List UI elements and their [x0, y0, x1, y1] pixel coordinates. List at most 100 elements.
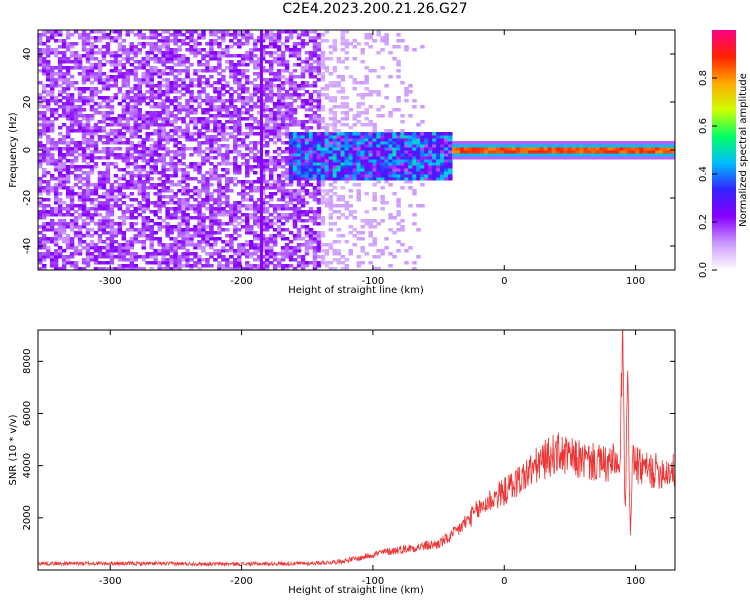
- spectrogram-cell: [264, 222, 270, 226]
- spectrogram-cell: [308, 234, 314, 238]
- spectrogram-cell: [324, 165, 330, 169]
- spectrogram-cell: [209, 204, 214, 208]
- spectrogram-cell: [205, 207, 210, 211]
- spectrogram-cell: [233, 135, 238, 139]
- spectrogram-cell: [551, 150, 557, 154]
- spectrogram-cell: [360, 111, 365, 115]
- spectrogram-cell: [65, 246, 71, 250]
- spectrogram-cell: [73, 99, 79, 103]
- spectrogram-cell: [276, 162, 282, 166]
- spectrogram-cell: [105, 147, 111, 151]
- spectrogram-cell: [53, 261, 59, 265]
- spectrogram-cell: [81, 33, 87, 37]
- spectrogram-cell: [312, 69, 318, 73]
- spectrogram-cell: [161, 45, 166, 49]
- spectrogram-cell: [372, 171, 377, 175]
- spectrogram-cell: [217, 30, 222, 34]
- spectrogram-cell: [296, 219, 302, 223]
- spectrogram-cell: [245, 147, 250, 151]
- spectrogram-cell: [77, 174, 83, 178]
- spectrogram-cell: [177, 231, 182, 235]
- spectrogram-cell: [245, 87, 250, 91]
- spectrogram-cell: [360, 171, 365, 175]
- spectrogram-cell: [388, 177, 393, 181]
- spectrogram-cell: [260, 114, 266, 118]
- spectrogram-cell: [221, 93, 226, 97]
- spectrogram-cell: [165, 267, 170, 270]
- spectrogram-cell: [153, 57, 158, 61]
- spectrogram-cell: [249, 207, 254, 211]
- spectrogram-cell: [113, 132, 119, 136]
- spectrogram-cell: [221, 48, 226, 52]
- spectrogram-cell: [328, 147, 334, 151]
- spectrogram-cell: [424, 138, 429, 142]
- spectrogram-cell: [85, 189, 91, 193]
- spectrogram-cell: [416, 156, 421, 160]
- spectrogram-cell: [85, 261, 91, 265]
- spectrogram-cell: [233, 201, 238, 205]
- spectrogram-cell: [655, 156, 660, 160]
- spectrogram-cell: [169, 156, 174, 160]
- spectrogram-cell: [53, 201, 59, 205]
- spectrogram-cell: [153, 48, 158, 52]
- spectrogram-cell: [292, 99, 298, 103]
- spectrogram-cell: [412, 267, 417, 270]
- spectrogram-cell: [89, 75, 95, 79]
- spectrogram-cell: [133, 222, 139, 226]
- spectrogram-cell: [404, 147, 409, 151]
- spectrogram-cell: [432, 141, 437, 145]
- spectrogram-cell: [404, 249, 409, 253]
- spectrogram-cell: [308, 39, 314, 43]
- spectrogram-cell: [105, 246, 111, 250]
- spectrogram-cell: [121, 264, 127, 268]
- spectrogram-cell: [384, 156, 389, 160]
- spectrogram-cell: [252, 105, 258, 109]
- spectrogram-cell: [328, 72, 334, 76]
- spectrogram-cell: [65, 66, 71, 70]
- spectrogram-cell: [252, 249, 258, 253]
- spectrogram-cell: [193, 150, 198, 154]
- spectrogram-cell: [117, 87, 123, 91]
- spectrogram-cell: [53, 186, 59, 190]
- spectrogram-cell: [233, 114, 238, 118]
- spectrogram-cell: [304, 165, 310, 169]
- spectrogram-cell: [272, 159, 278, 163]
- spectrogram-cell: [527, 141, 533, 145]
- spectrogram-cell: [38, 57, 43, 61]
- spectrogram-cell: [38, 231, 43, 235]
- spectrogram-cell: [61, 45, 67, 49]
- spectrogram-cell: [237, 33, 242, 37]
- spectrogram-cell: [503, 156, 509, 160]
- spectrogram-cell: [125, 159, 131, 163]
- spectrogram-cell: [161, 36, 166, 40]
- spectrogram-cell: [221, 99, 226, 103]
- spectrogram-cell: [241, 75, 246, 79]
- spectrogram-cell: [165, 84, 170, 88]
- spectrogram-cell: [328, 45, 334, 49]
- spectrogram-cell: [181, 84, 186, 88]
- spectrogram-cell: [89, 90, 95, 94]
- spectrogram-cell: [113, 249, 119, 253]
- spectrogram-cell: [483, 153, 489, 157]
- spectrogram-cell: [133, 198, 139, 202]
- spectrogram-cell: [264, 258, 270, 262]
- spectrogram-cell: [49, 129, 55, 133]
- spectrogram-cell: [619, 153, 624, 157]
- spectrogram-cell: [101, 63, 107, 67]
- spectrogram-cell: [217, 45, 222, 49]
- spectrogram-cell: [169, 87, 174, 91]
- spectrogram-cell: [356, 162, 361, 166]
- spectrogram-cell: [93, 87, 99, 91]
- spectrogram-cell: [543, 150, 549, 154]
- spectrogram-cell: [300, 93, 306, 97]
- spectrogram-cell: [197, 243, 202, 247]
- spectrogram-cell: [356, 189, 361, 193]
- spectrogram-cell: [129, 222, 135, 226]
- spectrogram-cell: [73, 111, 79, 115]
- spectrogram-cell: [292, 168, 298, 172]
- spectrogram-cell: [360, 51, 365, 55]
- spectrogram-cell: [264, 135, 270, 139]
- spectrogram-cell: [89, 36, 95, 40]
- spectrogram-cell: [209, 234, 214, 238]
- spectrogram-cell: [193, 99, 198, 103]
